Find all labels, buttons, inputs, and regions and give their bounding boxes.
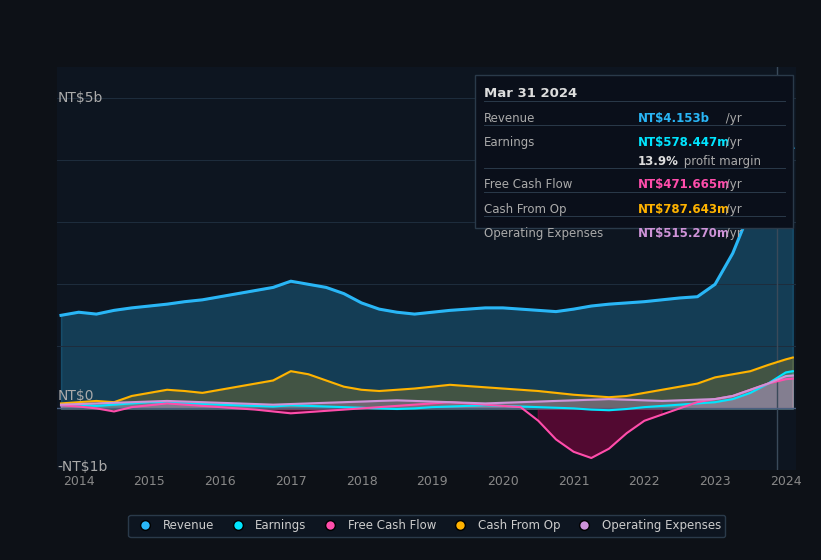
- FancyBboxPatch shape: [475, 75, 793, 228]
- Text: NT$4.153b: NT$4.153b: [638, 112, 709, 125]
- Text: profit margin: profit margin: [681, 155, 761, 168]
- Text: -NT$1b: -NT$1b: [57, 460, 108, 474]
- Text: Mar 31 2024: Mar 31 2024: [484, 87, 577, 100]
- Text: /yr: /yr: [722, 178, 742, 192]
- Text: NT$578.447m: NT$578.447m: [638, 136, 730, 149]
- Text: 13.9%: 13.9%: [638, 155, 678, 168]
- Text: NT$787.643m: NT$787.643m: [638, 203, 730, 216]
- Text: NT$5b: NT$5b: [57, 91, 103, 105]
- Text: /yr: /yr: [722, 227, 742, 240]
- Text: Cash From Op: Cash From Op: [484, 203, 566, 216]
- Text: NT$515.270m: NT$515.270m: [638, 227, 730, 240]
- Text: Earnings: Earnings: [484, 136, 535, 149]
- Text: /yr: /yr: [722, 112, 742, 125]
- Text: NT$0: NT$0: [57, 389, 94, 403]
- Legend: Revenue, Earnings, Free Cash Flow, Cash From Op, Operating Expenses: Revenue, Earnings, Free Cash Flow, Cash …: [128, 515, 726, 537]
- Text: NT$471.665m: NT$471.665m: [638, 178, 730, 192]
- Text: Revenue: Revenue: [484, 112, 535, 125]
- Text: Operating Expenses: Operating Expenses: [484, 227, 603, 240]
- Text: /yr: /yr: [722, 136, 742, 149]
- Text: /yr: /yr: [722, 203, 742, 216]
- Text: Free Cash Flow: Free Cash Flow: [484, 178, 572, 192]
